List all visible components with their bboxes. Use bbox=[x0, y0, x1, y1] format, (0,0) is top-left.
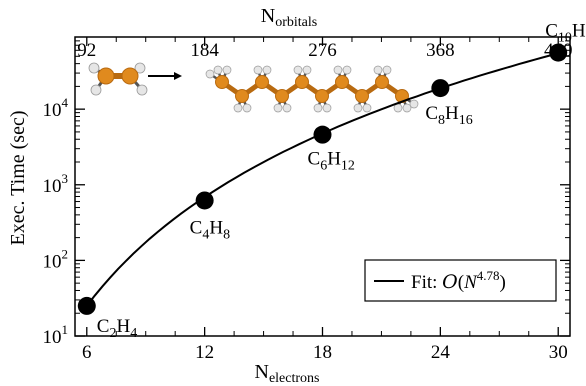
x-bottom-tick-label: 6 bbox=[82, 342, 92, 363]
y-tick-label: 103 bbox=[43, 171, 69, 197]
point-label: C4H8 bbox=[190, 217, 230, 242]
hydrogen-atom bbox=[205, 69, 215, 79]
y-tick-label: 101 bbox=[43, 322, 69, 348]
data-points-layer bbox=[77, 43, 568, 315]
x-top-axis-title: Norbitals bbox=[261, 5, 317, 30]
hydrogen-atom bbox=[233, 103, 243, 113]
x-top-tick-label: 276 bbox=[308, 40, 337, 61]
legend: Fit: O(N4.78) bbox=[364, 259, 557, 302]
hydrogen-atom bbox=[302, 65, 312, 75]
decene-molecule bbox=[205, 65, 419, 113]
hydrogen-atom bbox=[409, 99, 419, 109]
carbon-atom bbox=[235, 89, 249, 103]
molecule-illustration bbox=[88, 62, 419, 113]
carbon-atom bbox=[215, 75, 229, 89]
carbon-atom bbox=[375, 75, 389, 89]
point-labels-layer: C2H4 C4H8 C6H12 C8H16 C10H20 bbox=[97, 21, 586, 341]
data-point bbox=[195, 191, 214, 210]
hydrogen-atom bbox=[213, 65, 223, 75]
hydrogen-atom bbox=[322, 103, 332, 113]
carbon-atom bbox=[355, 89, 369, 103]
x-bottom-tick-label: 18 bbox=[313, 342, 332, 363]
hydrogen-atom bbox=[373, 65, 383, 75]
hydrogen-atom bbox=[313, 103, 323, 113]
carbon-atom bbox=[335, 75, 349, 89]
carbon-atom bbox=[315, 89, 329, 103]
carbon-atom bbox=[295, 75, 309, 89]
point-label: C10H20 bbox=[545, 21, 586, 46]
point-label: C6H12 bbox=[308, 149, 355, 174]
arrow-icon bbox=[148, 72, 182, 80]
data-point bbox=[313, 125, 332, 144]
x-bottom-tick-label: 24 bbox=[431, 342, 451, 363]
carbon-atom bbox=[275, 89, 289, 103]
data-point bbox=[431, 79, 450, 98]
hydrogen-atom bbox=[242, 103, 252, 113]
hydrogen-atom bbox=[342, 65, 352, 75]
hydrogen-atom bbox=[362, 103, 372, 113]
hydrogen-atom bbox=[382, 65, 392, 75]
x-bottom-axis-title: Nelectrons bbox=[255, 361, 320, 386]
hydrogen-atom bbox=[262, 65, 272, 75]
hydrogen-atom bbox=[222, 65, 232, 75]
ethylene-molecule bbox=[88, 62, 148, 96]
x-top-tick-label: 184 bbox=[190, 40, 219, 61]
data-point bbox=[77, 296, 96, 315]
hydrogen-atom bbox=[402, 103, 412, 113]
y-axis-title: Exec. Time (sec) bbox=[7, 111, 29, 246]
hydrogen-atom bbox=[253, 65, 263, 75]
carbon-atom bbox=[255, 75, 269, 89]
x-bottom-tick-label: 12 bbox=[195, 342, 214, 363]
point-label: C2H4 bbox=[97, 316, 137, 341]
data-point bbox=[549, 43, 568, 62]
hydrogen-atom bbox=[293, 65, 303, 75]
hydrogen-atom bbox=[353, 103, 363, 113]
y-tick-label: 104 bbox=[43, 95, 69, 121]
x-bottom-tick-label: 30 bbox=[549, 342, 568, 363]
point-label: C8H16 bbox=[425, 103, 472, 128]
x-top-tick-label: 92 bbox=[77, 40, 96, 61]
x-top-tick-label: 368 bbox=[426, 40, 455, 61]
hydrogen-atom bbox=[282, 103, 292, 113]
legend-label: Fit: O(N4.78) bbox=[411, 268, 506, 293]
hydrogen-atom bbox=[273, 103, 283, 113]
hydrogen-atom bbox=[393, 103, 403, 113]
hydrogen-atom bbox=[333, 65, 343, 75]
y-tick-label: 102 bbox=[43, 246, 69, 272]
